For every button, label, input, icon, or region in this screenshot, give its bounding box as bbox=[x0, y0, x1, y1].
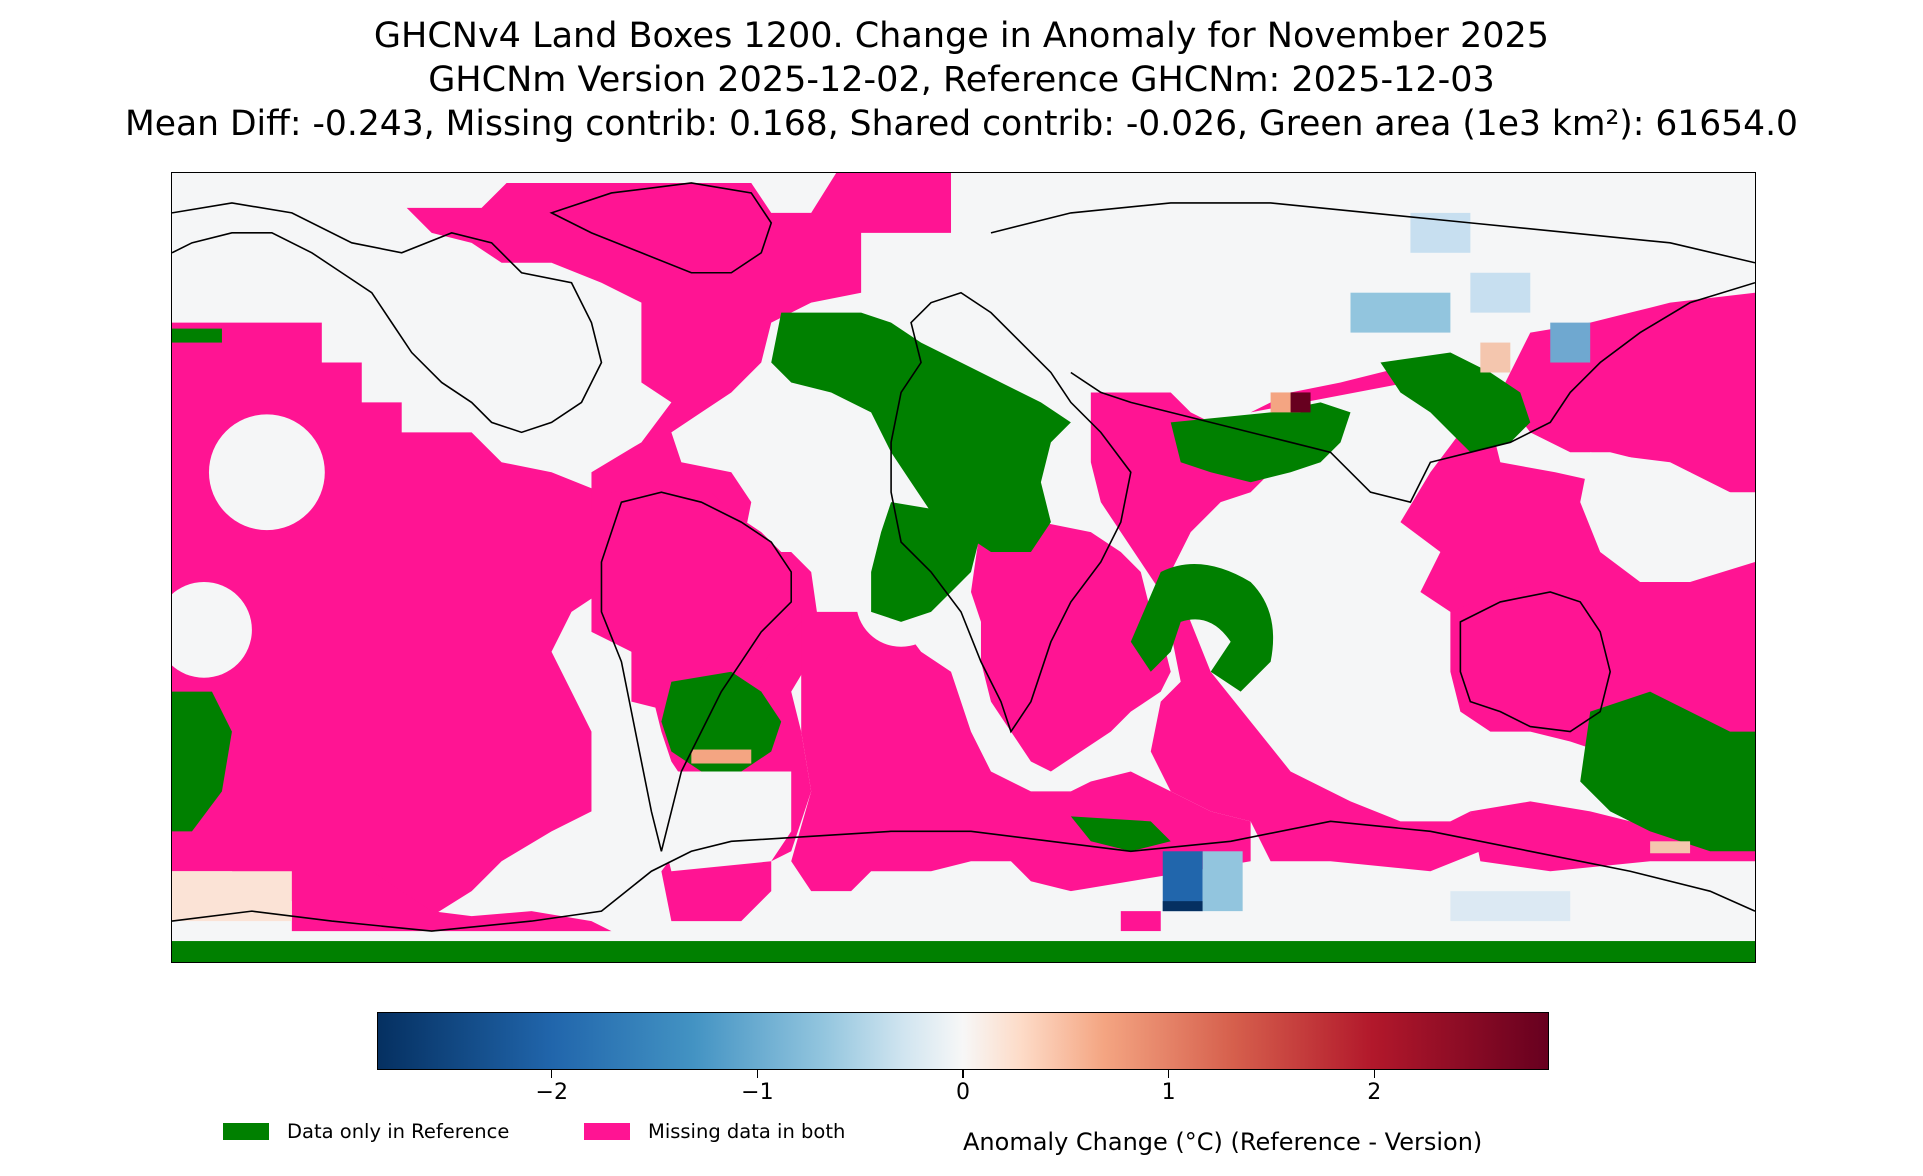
colorbar-tick-mark bbox=[1373, 1070, 1375, 1078]
pacific-east-green bbox=[172, 691, 232, 832]
east-asia-green bbox=[1380, 352, 1531, 453]
antarctic-light-cool-cell bbox=[1202, 851, 1243, 912]
green-swatch-icon bbox=[223, 1122, 269, 1140]
colorbar-tick-mark bbox=[756, 1070, 759, 1078]
antarctic-deep-cool-cell bbox=[1162, 901, 1203, 912]
alaska-green bbox=[172, 328, 222, 343]
pacific-warm-cell bbox=[1650, 841, 1691, 854]
pink-swatch-icon bbox=[584, 1122, 630, 1140]
greenland-coast bbox=[549, 182, 773, 274]
antarctic-west-missing bbox=[291, 871, 612, 932]
colorbar-tick-mark bbox=[1167, 1070, 1170, 1078]
south-pacific-circle bbox=[172, 581, 252, 678]
north-africa-green bbox=[771, 312, 1071, 553]
south-america-coast bbox=[600, 491, 793, 852]
central-asia-cool-cell bbox=[1350, 292, 1451, 333]
legend-label: Data only in Reference bbox=[287, 1119, 510, 1143]
asia-south-missing bbox=[1250, 362, 1755, 772]
mongolia-cool-cell bbox=[1470, 272, 1531, 313]
antarctic-pink-block bbox=[1120, 911, 1161, 932]
asia-coast bbox=[990, 202, 1755, 504]
siberia-cool-cell bbox=[1410, 212, 1471, 253]
japan-cool-cell bbox=[1550, 322, 1591, 363]
colorbar-tick-mark bbox=[962, 1070, 964, 1078]
antarctica-green bbox=[172, 941, 1755, 962]
west-pacific-circle bbox=[1580, 452, 1755, 582]
himalaya-hot-cell bbox=[1290, 392, 1311, 413]
south-america-tip bbox=[661, 771, 792, 872]
colorbar-label: Anomaly Change (°C) (Reference - Version… bbox=[963, 1128, 1483, 1156]
new-zealand-green bbox=[1580, 691, 1755, 852]
legend-item-reference-only: Data only in Reference bbox=[223, 1118, 509, 1144]
colorbar-tick-mark bbox=[551, 1070, 553, 1078]
reference-only-regions bbox=[172, 312, 1755, 962]
colorbar-tick-label: 1 bbox=[1161, 1080, 1176, 1105]
map-subtitle-stats: Mean Diff: -0.243, Missing contrib: 0.16… bbox=[125, 104, 1798, 144]
north-america-coast bbox=[172, 202, 603, 434]
indian-ocean-ring-green bbox=[1130, 564, 1274, 692]
world-map bbox=[171, 172, 1756, 963]
europe-africa-coast bbox=[890, 291, 1132, 734]
china-warm-cell bbox=[1480, 342, 1511, 373]
colorbar-tick-label: −2 bbox=[535, 1080, 568, 1105]
colorbar-ticks: −2 −1 0 1 2 bbox=[377, 1070, 1549, 1120]
world-map-svg bbox=[172, 173, 1755, 962]
anomaly-change-cells bbox=[172, 212, 1691, 922]
middle-east-india-green bbox=[1170, 402, 1351, 483]
no-change-islands bbox=[172, 414, 1755, 872]
colorbar-tick-label: −1 bbox=[741, 1080, 774, 1105]
legend-item-missing-both: Missing data in both bbox=[584, 1118, 845, 1144]
colorbar-tick-label: 0 bbox=[956, 1080, 970, 1105]
antarctic-warm-cell bbox=[172, 871, 292, 922]
map-title: GHCNv4 Land Boxes 1200. Change in Anomal… bbox=[373, 16, 1550, 56]
legend-label: Missing data in both bbox=[648, 1119, 846, 1143]
hawaii-circle bbox=[208, 414, 325, 531]
patagonia-warm-cell bbox=[691, 749, 752, 764]
antarctica-coast bbox=[172, 820, 1755, 932]
map-subtitle-version: GHCNm Version 2025-12-02, Reference GHCN… bbox=[428, 60, 1495, 100]
coastlines bbox=[172, 182, 1755, 932]
colorbar bbox=[377, 1012, 1549, 1070]
africa-missing bbox=[970, 522, 1171, 772]
colorbar-tick-label: 2 bbox=[1367, 1080, 1382, 1105]
indian-ocean-missing bbox=[1090, 392, 1481, 872]
south-america-green bbox=[661, 671, 782, 772]
east-antarctic-cool-cell bbox=[1450, 891, 1571, 922]
south-america-missing bbox=[601, 482, 802, 792]
australia-coast bbox=[1459, 591, 1612, 733]
south-atlantic-green bbox=[1070, 816, 1171, 852]
